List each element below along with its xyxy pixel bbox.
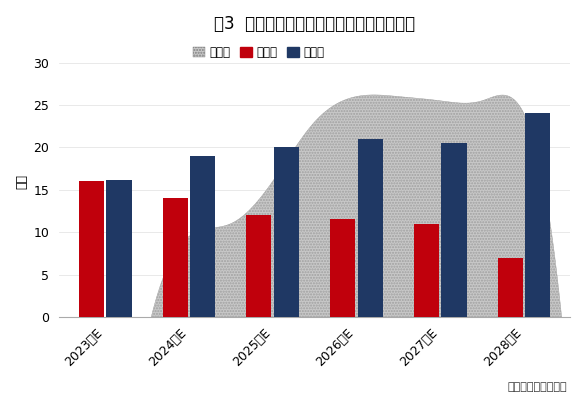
Bar: [498, 257, 522, 317]
Bar: [163, 198, 188, 317]
Bar: [357, 139, 383, 317]
Bar: [414, 224, 439, 317]
Bar: [525, 114, 550, 317]
Bar: [79, 181, 104, 317]
Bar: [190, 156, 215, 317]
Bar: [274, 147, 299, 317]
Bar: [246, 215, 271, 317]
Bar: [442, 143, 467, 317]
Bar: [330, 219, 355, 317]
Title: 图3  未来中国环氧树脂行业供需差变化情况: 图3 未来中国环氧树脂行业供需差变化情况: [214, 15, 415, 33]
Text: 数据来源：隆众资讯: 数据来源：隆众资讯: [508, 382, 567, 392]
Y-axis label: 万吨: 万吨: [15, 174, 28, 189]
Bar: [106, 179, 132, 317]
Legend: 平衡差, 进口量, 出口量: 平衡差, 进口量, 出口量: [193, 46, 324, 59]
